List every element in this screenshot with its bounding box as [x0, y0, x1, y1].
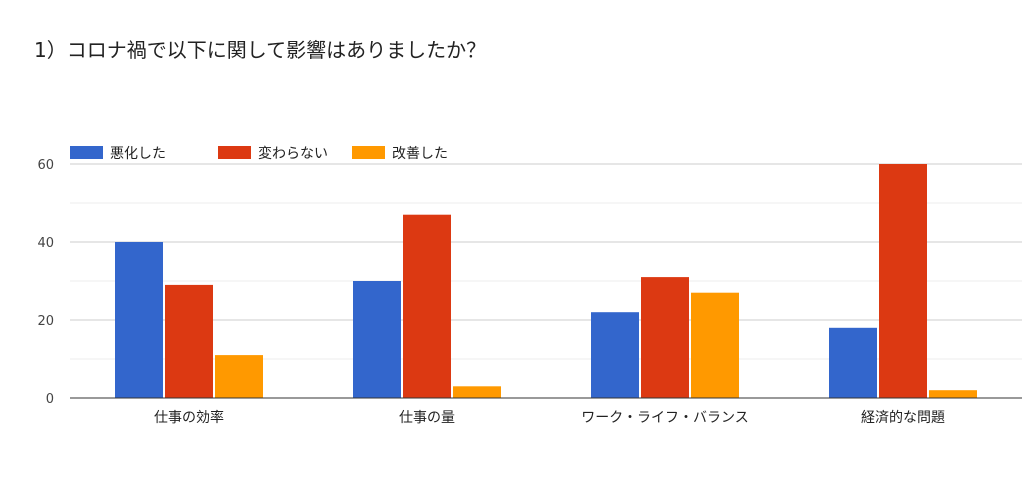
y-tick-label: 0 — [46, 392, 54, 407]
legend-label: 変わらない — [258, 145, 328, 162]
y-tick-label: 40 — [37, 236, 54, 251]
bar — [691, 292, 739, 398]
x-tick-label: 経済的な問題 — [861, 410, 945, 426]
bar — [879, 164, 927, 398]
bar — [929, 390, 977, 398]
axes: 0 20 40 60 仕事の効率 仕事の量 ワーク・ライフ・バランス 経済的な問題 — [37, 158, 1022, 426]
bar — [115, 242, 163, 398]
x-tick-label: ワーク・ライフ・バランス — [581, 410, 748, 426]
legend-item: 改善した — [352, 146, 448, 162]
legend-label: 悪化した — [110, 146, 166, 162]
bar — [403, 214, 451, 398]
legend-swatch — [352, 146, 385, 159]
legend-item: 変わらない — [218, 145, 328, 162]
bars — [115, 164, 977, 398]
x-tick-label: 仕事の量 — [399, 410, 455, 426]
y-tick-label: 20 — [37, 314, 54, 329]
bar — [165, 284, 213, 398]
bar — [591, 312, 639, 398]
legend: 悪化した 変わらない 改善した — [70, 145, 448, 162]
bar — [453, 386, 501, 398]
bar — [641, 277, 689, 398]
chart-title: 1）コロナ禍で以下に関して影響はありましたか？ — [34, 38, 487, 62]
legend-swatch — [218, 146, 251, 159]
legend-item: 悪化した — [70, 146, 166, 162]
bar — [353, 281, 401, 398]
x-tick-label: 仕事の効率 — [154, 409, 224, 426]
legend-label: 改善した — [392, 146, 448, 162]
bar — [215, 355, 263, 398]
legend-swatch — [70, 146, 103, 159]
bar — [829, 327, 877, 398]
y-tick-label: 60 — [37, 158, 54, 173]
